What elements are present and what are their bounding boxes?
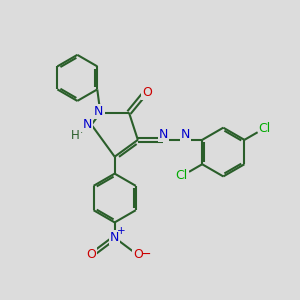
Text: N: N	[181, 128, 190, 141]
Text: −: −	[141, 248, 152, 261]
Text: N: N	[82, 118, 92, 131]
Text: Cl: Cl	[176, 169, 188, 182]
Text: N: N	[94, 105, 104, 118]
Text: O: O	[133, 248, 143, 261]
Text: H: H	[71, 129, 80, 142]
Text: N: N	[110, 231, 119, 244]
Text: O: O	[142, 86, 152, 99]
Text: Cl: Cl	[259, 122, 271, 135]
Text: +: +	[117, 226, 125, 236]
Text: N: N	[159, 128, 168, 141]
Text: O: O	[86, 248, 96, 261]
